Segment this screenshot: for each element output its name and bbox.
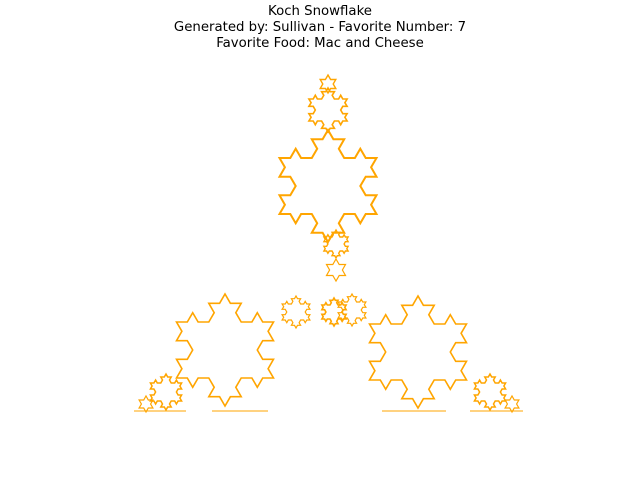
- lower-right-lobe-inner: [337, 292, 367, 328]
- title-line-food: Favorite Food: Mac and Cheese: [216, 36, 424, 51]
- title-line-author: Generated by: Sullivan - Favorite Number…: [173, 20, 467, 35]
- lower-left-lobe-main: [175, 292, 275, 408]
- top-lobe-upper: [307, 86, 349, 134]
- lower-left-lobe-inner: [281, 294, 311, 330]
- figure-title: Koch Snowflake Generated by: Sullivan - …: [0, 4, 640, 52]
- top-lobe-tip: [318, 73, 338, 95]
- lower-right-lobe-tip: [504, 394, 520, 414]
- stem-upper: [322, 228, 350, 260]
- lower-right-lobe-main: [368, 294, 468, 410]
- title-line-name: Koch Snowflake: [268, 4, 372, 19]
- lower-left-lobe-tip: [138, 394, 154, 414]
- stem-lower: [325, 257, 347, 283]
- lower-right-lobe-outer: [473, 372, 507, 412]
- top-lobe-main: [277, 128, 379, 244]
- center-junction: [320, 296, 348, 328]
- lower-left-lobe-outer: [149, 372, 183, 412]
- snowflake-outline: [134, 73, 523, 414]
